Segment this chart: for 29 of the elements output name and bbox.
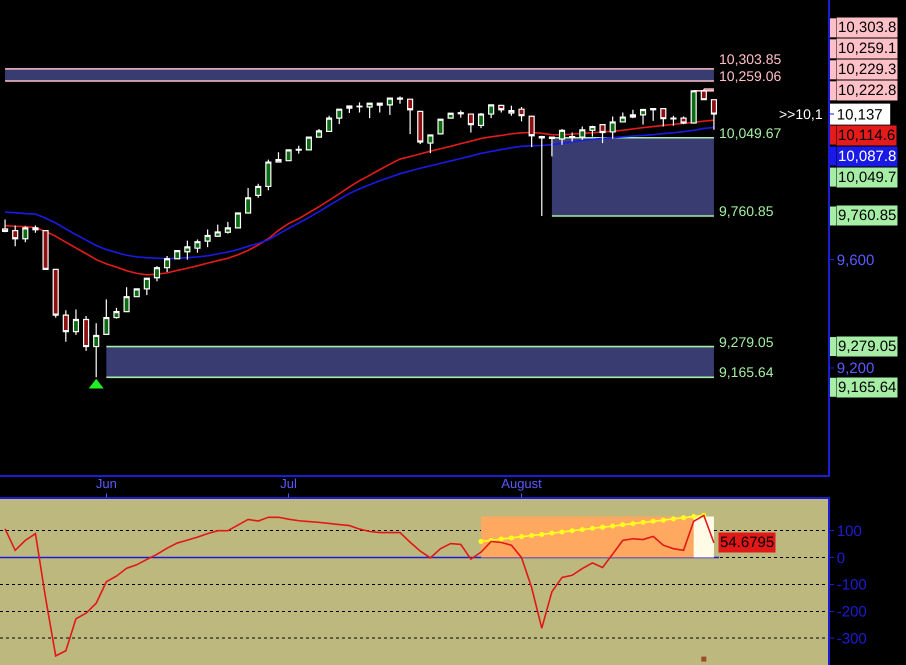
legend-label: 10,229.3 (838, 61, 896, 78)
data-label: 10,049.67 (719, 125, 782, 141)
y-tick-label: 10,137 (836, 106, 883, 124)
y-tick-label: -300 (836, 630, 867, 648)
y-tick-label: 9,600 (836, 252, 874, 269)
x-tick-label: Jul (280, 476, 298, 492)
legend-label: 10,222.8 (838, 82, 896, 99)
y-tick-label: -100 (836, 576, 867, 594)
legend-label: 10,087.8 (838, 148, 896, 165)
data-label: 9,165.64 (719, 364, 774, 380)
legend-label: 9,279.05 (838, 338, 896, 355)
y-tick-label: -200 (836, 604, 867, 621)
legend-label: 10,114.6 (838, 127, 896, 144)
text: >>10,1 (779, 106, 823, 122)
legend-label: 10,303.8 (838, 19, 896, 36)
x-tick-label: Jun (96, 476, 117, 492)
data-label: 10,303.85 (719, 51, 782, 67)
y-tick-label: 9,200 (836, 360, 874, 378)
y-tick-label: 0 (836, 550, 846, 567)
legend-label: 9,760.85 (838, 207, 896, 224)
data-label: 9,760.85 (719, 203, 774, 219)
data-label: 10,259.06 (719, 68, 782, 84)
y-tick-label: 100 (836, 522, 862, 540)
data-label: 9,279.05 (719, 334, 774, 350)
data-label: 54.6795 (720, 534, 774, 551)
legend-label: 10,049.7 (838, 169, 896, 186)
x-tick-label: August (501, 476, 542, 492)
legend-label: 9,165.64 (838, 379, 896, 396)
legend-label: 10,259.1 (838, 40, 896, 57)
